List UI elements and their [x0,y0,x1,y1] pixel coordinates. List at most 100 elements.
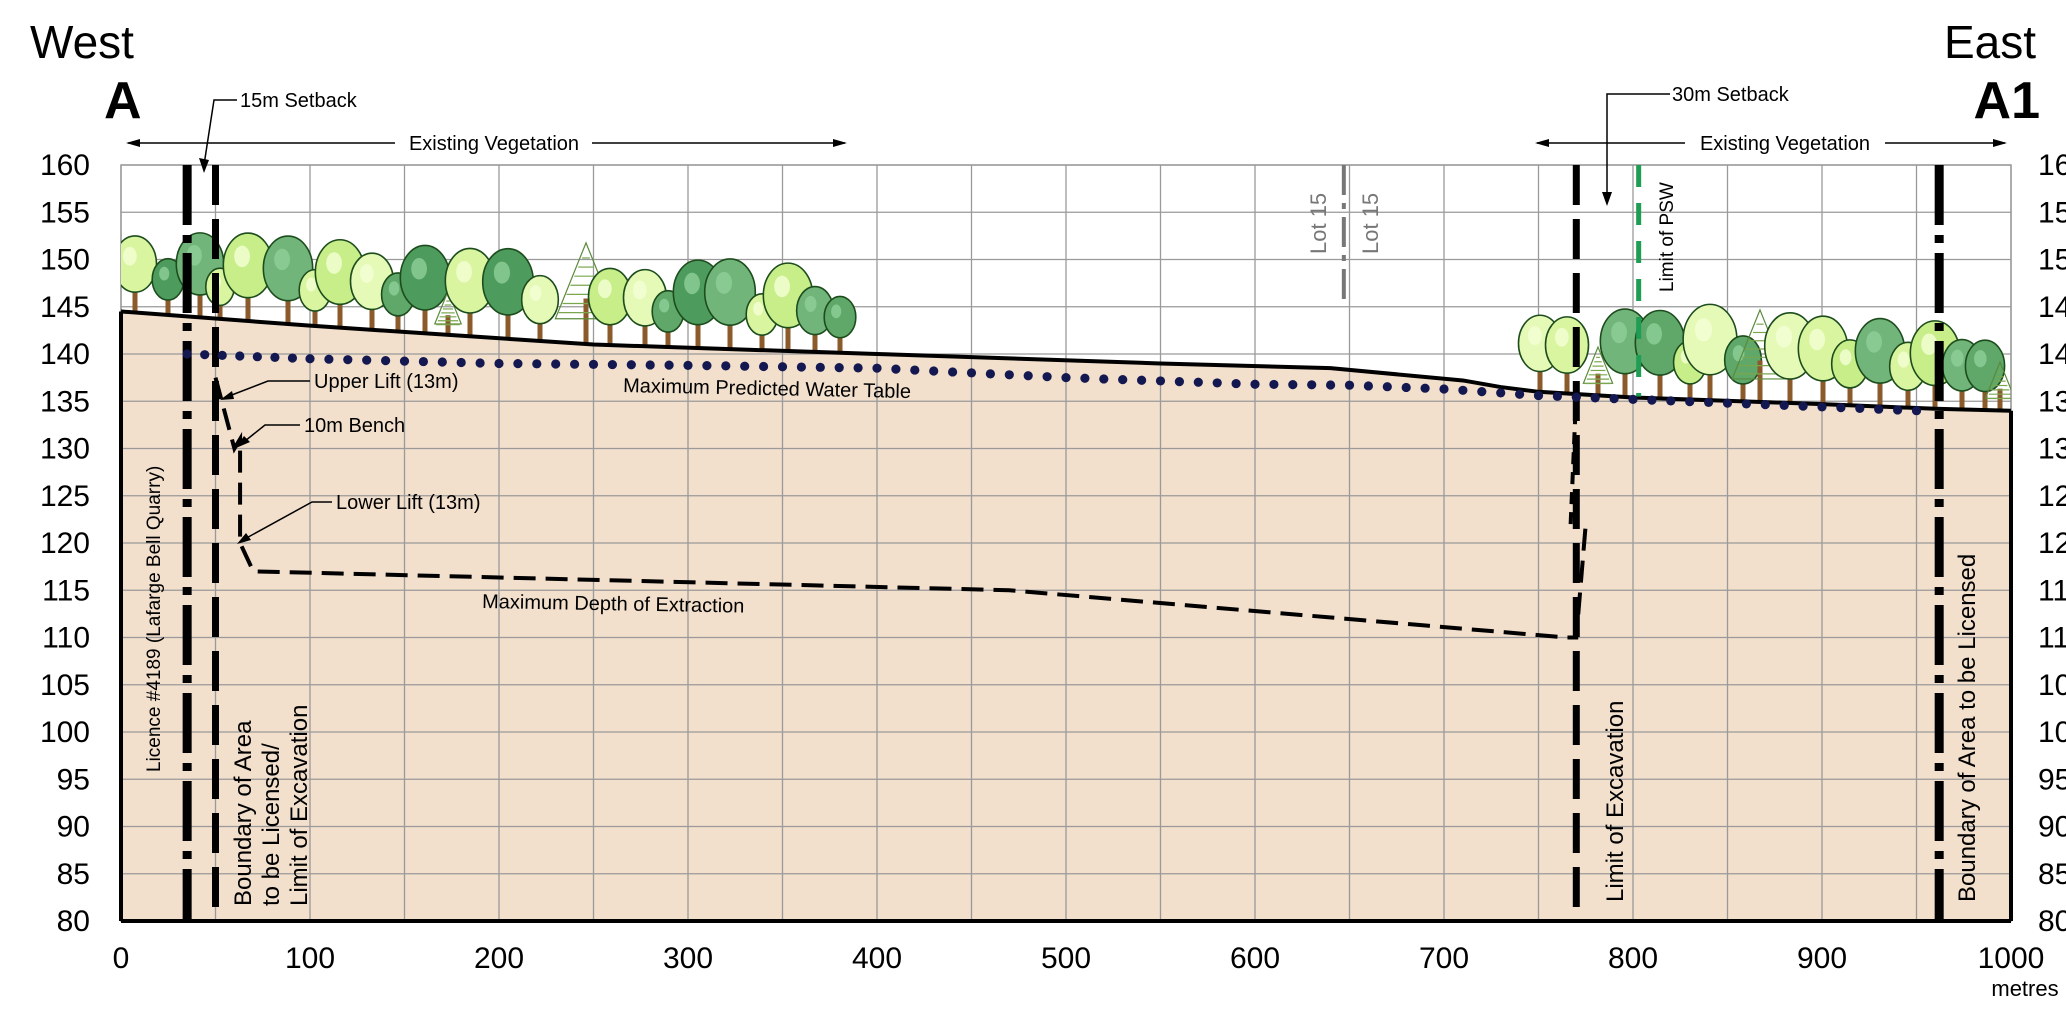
setback-west-callout: 15m Setback [199,90,358,173]
tree-trunk [1657,358,1663,399]
tree-crown [1544,316,1590,374]
water-table-dot [645,360,655,370]
water-table-dot [664,360,674,370]
water-table-dot [948,367,958,377]
tree-highlight [234,245,250,268]
extraction-east-wall [1568,391,1579,525]
tree-trunk [245,280,251,321]
water-table-dot [1685,397,1695,407]
bench-callout: 10m Bench [236,415,405,448]
water-table-dot [1118,375,1128,385]
lot-label-left: Lot 15 [1306,193,1331,254]
y-tick-label: 125 [40,480,90,513]
tree-highlight [1611,321,1627,344]
tree-crown [121,235,158,293]
y-tick-label-right: 90 [2038,811,2066,844]
tree-highlight [1839,349,1852,366]
licence-label: Licence #4189 (Lafarge Bell Quarry) [144,466,165,772]
tree-highlight [1527,326,1542,345]
y-tick-label-right: 15 [2038,196,2066,229]
y-tick-label: 150 [40,244,90,277]
tree-highlight [659,298,670,313]
limit-psw-label: Limit of PSW [1657,182,1678,292]
tree-trunk [1959,377,1965,410]
y-tick-label-right: 11 [2038,574,2066,607]
west-marker: A [104,72,142,130]
upper-lift-label: Upper Lift (13m) [314,371,459,393]
tree-trunk [165,289,171,315]
water-table-dot [740,361,750,371]
tree-trunk [337,287,343,328]
water-table-dot [1477,387,1487,397]
tree-highlight [1866,331,1882,353]
water-table-dot [796,362,807,372]
tree-highlight [1897,351,1910,368]
tree-highlight [122,246,137,266]
y-axis-labels: 160 155 150 145 140 135 130 125 120 115 110 105 100 9… [40,149,90,938]
x-axis-unit: metres [1991,976,2058,1001]
water-table-dot [1250,379,1260,389]
vegetation-west-arrow: Existing Vegetation [126,133,847,155]
water-table-dot [362,355,372,365]
y-tick-label: 90 [57,811,90,844]
tree-highlight [1974,350,1987,368]
tree-icon [1682,303,1738,401]
tree-trunk [1982,377,1988,411]
y-tick-label: 160 [40,149,90,182]
water-table-dot [1174,376,1184,387]
tree-trunk [1707,356,1713,401]
water-table-dot [853,363,863,373]
water-table-dot [1023,371,1033,381]
tree-trunk [1997,388,2003,411]
water-table-dot [1911,406,1922,416]
y-axis-labels-right: 16 15 15 14 14 13 13 12 12 11 11 10 10 95 90 85 80 [2038,149,2066,938]
water-table-dot [966,368,977,378]
water-table-dot [1099,374,1109,384]
water-table-dot [777,362,788,372]
water-table-dot [200,350,210,360]
tree-highlight [1775,325,1793,348]
tree-icon [433,289,463,335]
water-table-dot [1420,383,1430,393]
y-tick-label-right: 14 [2038,338,2066,371]
tree-highlight [493,261,511,284]
tree-highlight [1646,323,1662,345]
water-table-dot [759,361,769,372]
x-tick-label: 400 [852,942,902,975]
y-tick-label: 135 [40,385,90,418]
tree-crown [823,295,857,339]
water-table-dot [985,369,996,379]
vegetation-west-label: Existing Vegetation [409,133,579,155]
y-tick-label: 120 [40,527,90,560]
water-table-dot [1533,390,1544,401]
y-tick-label-right: 12 [2038,527,2066,560]
water-table-dot [1893,405,1903,415]
extraction-floor-line [213,377,1588,640]
tree-trunk [785,310,791,352]
tree-crown [1964,339,2006,393]
water-table-dot [551,359,561,369]
water-table-dot [1874,404,1884,414]
tree-trunk [665,321,671,348]
x-tick-label: 500 [1041,942,1091,975]
tree-icon [587,267,633,346]
tree-trunk [505,297,511,339]
water-table-dot [910,365,920,375]
tree-highlight [411,257,427,280]
tree-trunk [1537,356,1543,392]
tree-highlight [1951,349,1964,367]
tree-trunk [312,300,318,326]
water-table-dot [1155,376,1166,386]
bench-label: 10m Bench [304,415,405,437]
water-table-dot [252,352,262,362]
water-table-dot [891,364,901,374]
water-table-dot [1496,388,1506,398]
tree-trunk [1787,361,1793,403]
y-tick-label-right: 14 [2038,291,2066,324]
tree-icon [1964,339,2006,411]
water-table-dot [437,357,447,367]
tree-trunk [1687,372,1693,400]
tree-trunk [837,326,843,353]
tree-highlight [1921,333,1937,355]
